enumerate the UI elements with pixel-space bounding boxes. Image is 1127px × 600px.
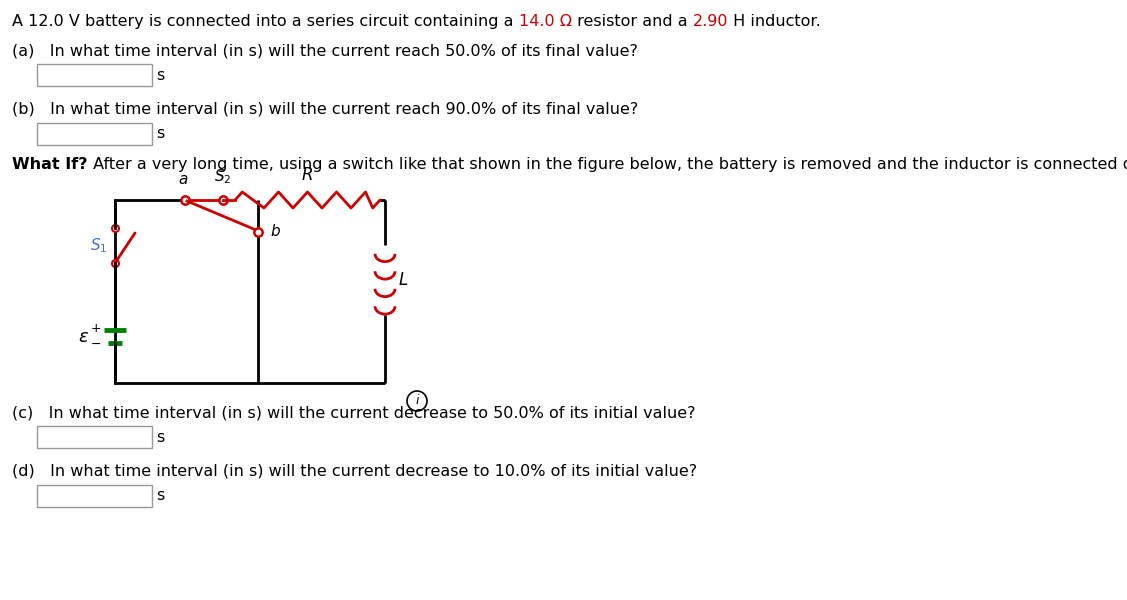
Bar — [37, 123, 152, 145]
Text: What If?: What If? — [12, 157, 88, 172]
Text: i: i — [415, 395, 419, 407]
Text: s: s — [156, 488, 165, 503]
Text: (c)   In what time interval (in s) will the current decrease to 50.0% of its ini: (c) In what time interval (in s) will th… — [12, 405, 695, 420]
Text: $S_1$: $S_1$ — [90, 236, 107, 255]
Text: $\varepsilon$: $\varepsilon$ — [78, 328, 89, 346]
Text: 2.90: 2.90 — [692, 14, 728, 29]
Text: resistor and a: resistor and a — [571, 14, 692, 29]
Text: (a)   In what time interval (in s) will the current reach 50.0% of its final val: (a) In what time interval (in s) will th… — [12, 43, 638, 58]
Bar — [37, 426, 152, 448]
Text: After a very long time, using a switch like that shown in the figure below, the : After a very long time, using a switch l… — [88, 157, 1127, 172]
Text: (d)   In what time interval (in s) will the current decrease to 10.0% of its ini: (d) In what time interval (in s) will th… — [12, 464, 698, 479]
Text: s: s — [156, 430, 165, 445]
Text: b: b — [270, 224, 279, 239]
Text: s: s — [156, 67, 165, 82]
Text: $S_2$: $S_2$ — [214, 167, 232, 186]
Text: A 12.0 V battery is connected into a series circuit containing a: A 12.0 V battery is connected into a ser… — [12, 14, 518, 29]
Text: (b)   In what time interval (in s) will the current reach 90.0% of its final val: (b) In what time interval (in s) will th… — [12, 102, 638, 117]
Text: R: R — [302, 166, 313, 184]
Text: s: s — [156, 127, 165, 142]
Bar — [37, 485, 152, 507]
Text: −: − — [90, 337, 101, 350]
Text: a: a — [178, 172, 188, 187]
Text: 14.0 Ω: 14.0 Ω — [518, 14, 571, 29]
Text: +: + — [90, 323, 101, 335]
Text: H inductor.: H inductor. — [728, 14, 820, 29]
Bar — [37, 64, 152, 86]
Text: L: L — [399, 271, 408, 289]
